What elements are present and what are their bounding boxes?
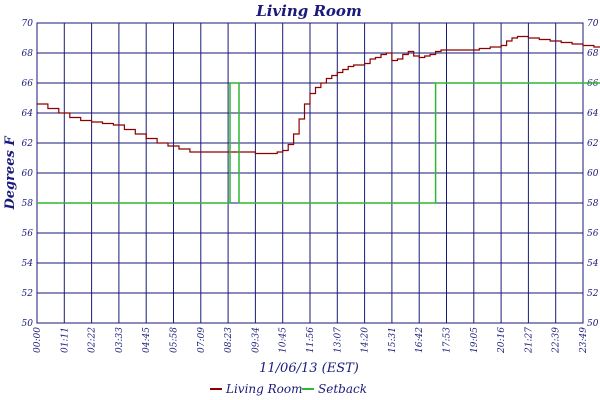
chart-title: Living Room <box>255 2 362 20</box>
y-tick-label-left: 52 <box>22 289 34 299</box>
x-tick-label: 13:07 <box>333 327 343 353</box>
y-axis-right-ticks: 50 52 54 56 58 60 62 64 66 68 70 <box>587 19 599 329</box>
x-tick-label: 11:56 <box>306 327 316 353</box>
y-tick-label-left: 56 <box>22 229 34 239</box>
y-tick-label-right: 50 <box>587 319 599 329</box>
y-tick-label-right: 64 <box>587 109 599 119</box>
x-tick-label: 14:20 <box>361 327 371 353</box>
x-tick-label: 21:27 <box>524 327 534 354</box>
y-tick-label-left: 68 <box>22 49 34 59</box>
y-tick-label-right: 52 <box>587 289 599 299</box>
x-tick-label: 07:09 <box>197 327 207 353</box>
series <box>37 35 600 204</box>
x-tick-label: 02:22 <box>88 327 98 353</box>
legend: Living Room Setback <box>210 382 367 396</box>
x-tick-label: 22:39 <box>552 327 562 354</box>
y-tick-label-left: 54 <box>22 259 34 269</box>
legend-label-living-room: Living Room <box>225 382 303 396</box>
y-tick-label-left: 64 <box>22 109 34 119</box>
x-tick-label: 17:53 <box>443 327 453 353</box>
x-tick-label: 19:05 <box>470 327 480 353</box>
x-tick-label: 00:00 <box>33 327 43 353</box>
y-tick-label-left: 66 <box>22 79 34 89</box>
y-tick-label-right: 54 <box>587 259 599 269</box>
x-tick-label: 15:31 <box>388 327 398 353</box>
grid <box>36 22 584 324</box>
y-tick-label-right: 56 <box>587 229 599 239</box>
y-tick-label-left: 70 <box>22 19 34 29</box>
y-tick-label-left: 62 <box>22 139 34 149</box>
x-tick-label: 10:45 <box>279 327 289 353</box>
series-line-setback <box>37 82 600 204</box>
x-tick-label: 03:33 <box>115 327 125 353</box>
series-line-living-room <box>37 35 600 155</box>
y-tick-label-right: 62 <box>587 139 599 149</box>
y-tick-label-left: 60 <box>22 169 34 179</box>
y-axis-title: Degrees F <box>3 136 18 211</box>
y-tick-label-right: 60 <box>587 169 599 179</box>
x-axis-ticks: 00:00 01:11 02:22 03:33 04:45 05:58 07:09 08:23… <box>33 327 589 354</box>
y-tick-label-right: 66 <box>587 79 599 89</box>
y-tick-label-right: 68 <box>587 49 599 59</box>
y-tick-label-right: 58 <box>587 199 599 209</box>
y-tick-label-left: 50 <box>22 319 34 329</box>
y-axis-left-ticks: 50 52 54 56 58 60 62 64 66 68 70 <box>22 19 34 329</box>
x-tick-label: 20:16 <box>497 327 507 354</box>
y-tick-label-right: 70 <box>587 19 599 29</box>
x-axis-title: 11/06/13 (EST) <box>259 361 359 376</box>
legend-label-setback: Setback <box>318 382 367 396</box>
y-tick-label-left: 58 <box>22 199 34 209</box>
x-tick-label: 01:11 <box>60 327 70 353</box>
x-tick-label: 09:34 <box>251 327 261 353</box>
x-tick-label: 04:45 <box>142 327 152 353</box>
x-tick-label: 08:23 <box>224 327 234 353</box>
x-tick-label: 23:49 <box>579 327 589 354</box>
x-tick-label: 05:58 <box>170 327 180 353</box>
x-tick-label: 16:42 <box>415 327 425 353</box>
